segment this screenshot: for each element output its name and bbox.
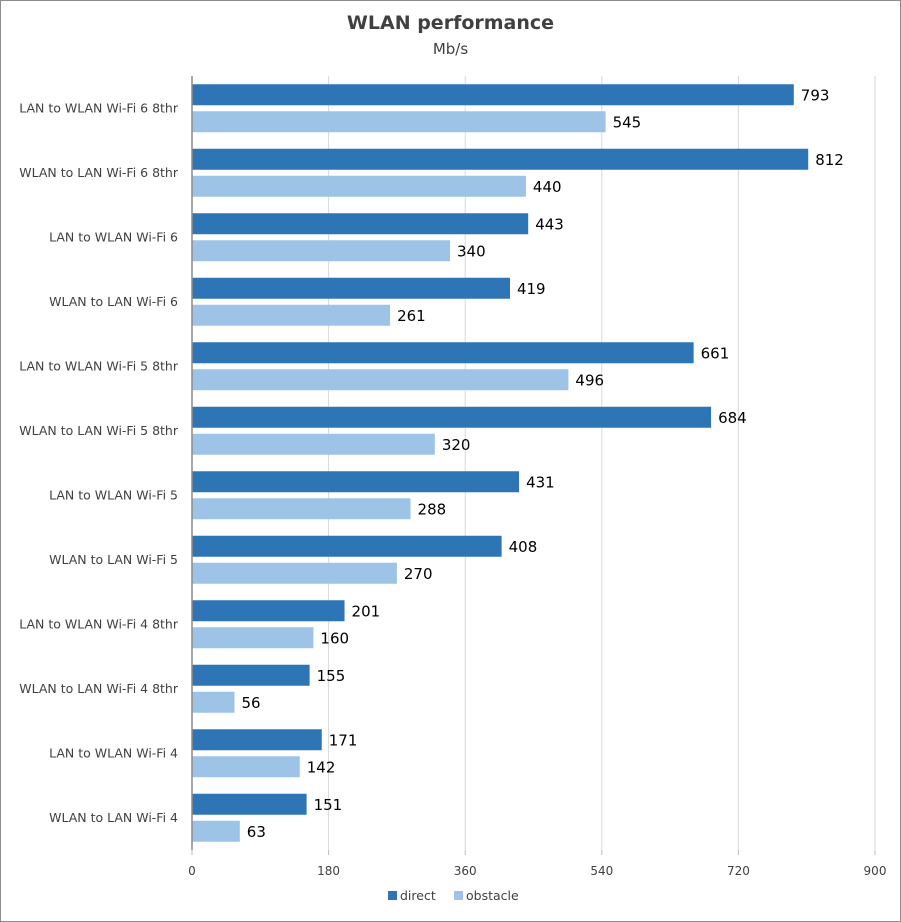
value-label-direct: 408	[509, 538, 538, 556]
bar-obstacle	[192, 111, 606, 133]
category-label: WLAN to LAN Wi-Fi 6	[49, 294, 178, 309]
value-label-direct: 171	[329, 731, 358, 749]
value-label-direct: 684	[718, 409, 747, 427]
value-labels: 793 545 812 440 443 340 419 261 661 496 684 320 431 2…	[241, 86, 843, 841]
category-label: WLAN to LAN Wi-Fi 4 8thr	[19, 681, 179, 696]
value-label-direct: 812	[815, 151, 844, 169]
value-label-obstacle: 160	[320, 629, 349, 647]
value-label-obstacle: 340	[457, 242, 486, 260]
bar-direct	[192, 148, 809, 170]
tick-label: 0	[188, 864, 196, 878]
bar-obstacle	[192, 562, 397, 584]
bar-obstacle	[192, 820, 240, 842]
value-label-direct: 151	[314, 796, 343, 814]
value-label-direct: 201	[352, 602, 381, 620]
bar-direct	[192, 535, 502, 557]
chart-title: WLAN performance	[346, 12, 555, 34]
chart-subtitle: Mb/s	[432, 40, 469, 58]
bar-direct	[192, 277, 510, 299]
value-label-direct: 443	[535, 215, 564, 233]
bar-direct	[192, 406, 712, 428]
value-label-direct: 419	[517, 280, 546, 298]
bar-obstacle	[192, 240, 451, 262]
bar-direct	[192, 342, 694, 364]
tick-label: 180	[317, 864, 340, 878]
bar-direct	[192, 600, 345, 622]
value-label-direct: 155	[317, 667, 346, 685]
value-label-obstacle: 261	[397, 307, 426, 325]
legend: direct obstacle	[388, 888, 519, 903]
value-label-direct: 793	[801, 86, 830, 104]
bar-obstacle	[192, 627, 314, 649]
value-label-obstacle: 270	[404, 565, 433, 583]
category-label: WLAN to LAN Wi-Fi 6 8thr	[19, 165, 179, 180]
bar-obstacle	[192, 498, 411, 520]
category-label: LAN to WLAN Wi-Fi 4	[49, 745, 178, 760]
legend-label-direct: direct	[400, 888, 436, 903]
bar-direct	[192, 664, 310, 686]
bars	[192, 84, 809, 842]
value-label-obstacle: 440	[533, 178, 562, 196]
value-label-direct: 661	[701, 344, 730, 362]
bar-direct	[192, 793, 307, 815]
value-label-obstacle: 56	[241, 694, 260, 712]
bar-direct	[192, 729, 322, 751]
legend-swatch-obstacle	[454, 891, 463, 900]
bar-direct	[192, 213, 529, 235]
bar-obstacle	[192, 433, 435, 455]
value-label-obstacle: 320	[442, 436, 471, 454]
category-label: LAN to WLAN Wi-Fi 5	[49, 487, 178, 502]
x-axis-ticks: 0 180 360 540 720 900	[188, 850, 886, 878]
value-label-obstacle: 496	[575, 371, 604, 389]
category-label: WLAN to LAN Wi-Fi 5	[49, 552, 178, 567]
legend-swatch-direct	[388, 891, 397, 900]
bar-obstacle	[192, 691, 235, 713]
bar-obstacle	[192, 369, 569, 391]
legend-label-obstacle: obstacle	[466, 888, 519, 903]
bar-direct	[192, 84, 794, 106]
category-label: LAN to WLAN Wi-Fi 6	[49, 229, 178, 244]
category-labels: LAN to WLAN Wi-Fi 6 8thr WLAN to LAN Wi-F…	[19, 100, 179, 825]
category-label: LAN to WLAN Wi-Fi 5 8thr	[19, 358, 179, 373]
value-label-direct: 431	[526, 473, 555, 491]
bar-obstacle	[192, 304, 391, 326]
value-label-obstacle: 545	[613, 113, 642, 131]
bar-obstacle	[192, 175, 526, 197]
bar-direct	[192, 471, 520, 493]
category-label: LAN to WLAN Wi-Fi 6 8thr	[19, 100, 179, 115]
tick-label: 900	[864, 864, 887, 878]
category-label: WLAN to LAN Wi-Fi 4	[49, 810, 178, 825]
tick-label: 720	[727, 864, 750, 878]
tick-label: 360	[454, 864, 477, 878]
value-label-obstacle: 142	[307, 758, 336, 776]
tick-label: 540	[590, 864, 613, 878]
category-label: WLAN to LAN Wi-Fi 5 8thr	[19, 423, 179, 438]
bar-obstacle	[192, 756, 300, 778]
category-label: LAN to WLAN Wi-Fi 4 8thr	[19, 616, 179, 631]
value-label-obstacle: 63	[247, 823, 266, 841]
gridlines	[328, 76, 876, 850]
value-label-obstacle: 288	[418, 500, 447, 518]
